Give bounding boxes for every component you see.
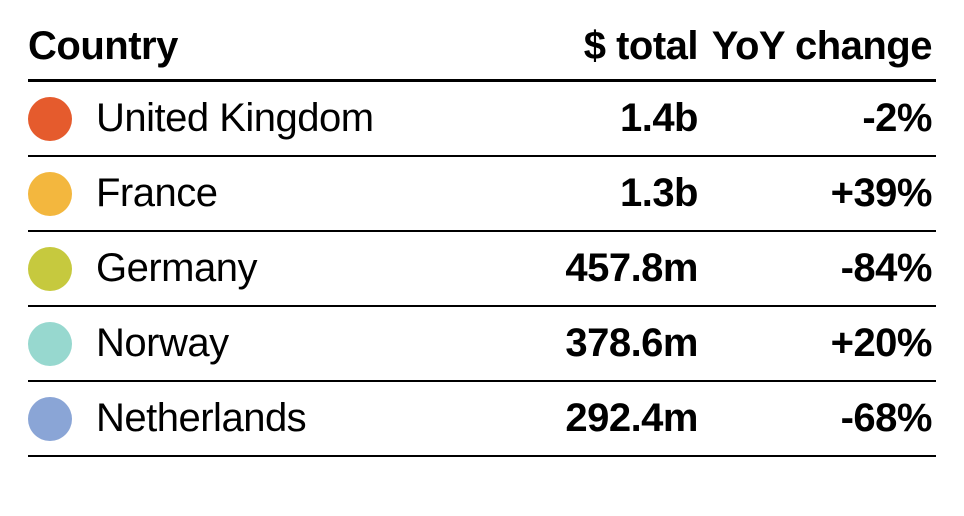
cell-change: -84% xyxy=(698,246,936,291)
legend-dot-icon xyxy=(28,322,72,366)
column-header-change: YoY change xyxy=(698,24,936,69)
cell-change: -68% xyxy=(698,396,936,441)
cell-country: Germany xyxy=(96,246,498,291)
legend-dot-container xyxy=(28,322,96,366)
table-row: France 1.3b +39% xyxy=(28,157,936,232)
legend-dot-icon xyxy=(28,397,72,441)
table-row: United Kingdom 1.4b -2% xyxy=(28,82,936,157)
cell-total: 457.8m xyxy=(498,246,698,291)
legend-dot-container xyxy=(28,247,96,291)
legend-dot-icon xyxy=(28,172,72,216)
cell-change: -2% xyxy=(698,96,936,141)
cell-country: Norway xyxy=(96,321,498,366)
cell-change: +20% xyxy=(698,321,936,366)
legend-dot-container xyxy=(28,97,96,141)
table-row: Netherlands 292.4m -68% xyxy=(28,382,936,457)
table-header-row: Country $ total YoY change xyxy=(28,20,936,82)
legend-dot-container xyxy=(28,397,96,441)
cell-total: 1.4b xyxy=(498,96,698,141)
country-totals-table: Country $ total YoY change United Kingdo… xyxy=(0,0,964,477)
legend-dot-icon xyxy=(28,247,72,291)
column-header-total: $ total xyxy=(498,24,698,69)
cell-country: United Kingdom xyxy=(96,96,498,141)
legend-dot-container xyxy=(28,172,96,216)
cell-change: +39% xyxy=(698,171,936,216)
cell-country: Netherlands xyxy=(96,396,498,441)
cell-total: 1.3b xyxy=(498,171,698,216)
legend-dot-icon xyxy=(28,97,72,141)
table-row: Germany 457.8m -84% xyxy=(28,232,936,307)
table-row: Norway 378.6m +20% xyxy=(28,307,936,382)
cell-total: 378.6m xyxy=(498,321,698,366)
column-header-country: Country xyxy=(28,24,498,69)
cell-country: France xyxy=(96,171,498,216)
cell-total: 292.4m xyxy=(498,396,698,441)
